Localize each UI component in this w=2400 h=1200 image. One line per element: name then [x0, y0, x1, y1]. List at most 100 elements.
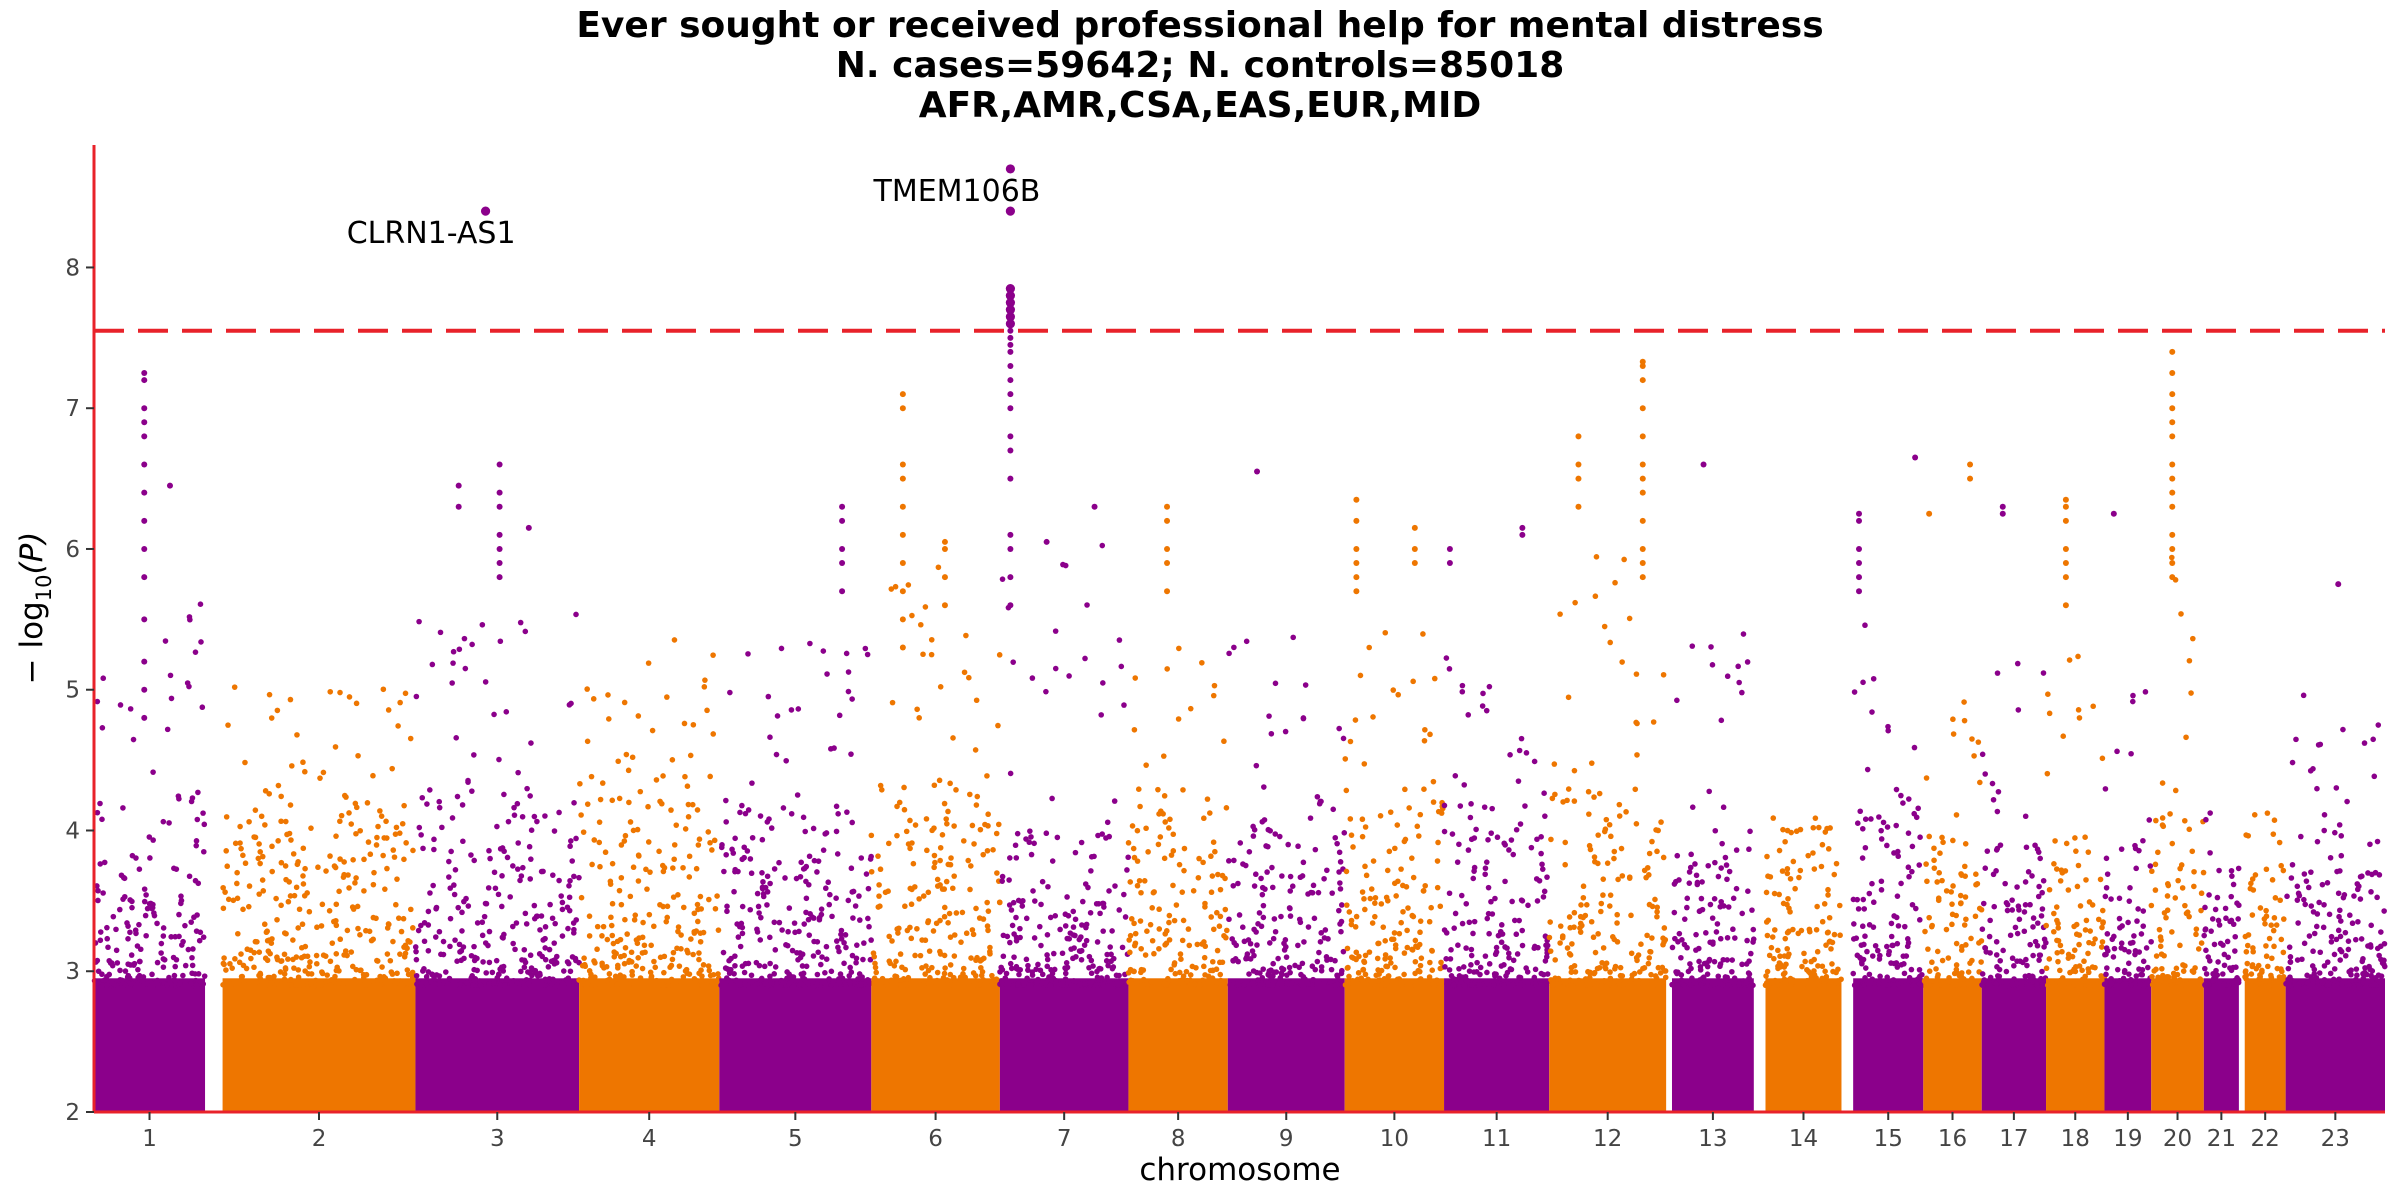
snp-point: [1203, 981, 1210, 988]
snp-point: [1038, 942, 1044, 949]
snp-point: [1390, 687, 1397, 693]
snp-point: [1669, 944, 1676, 951]
snp-point: [614, 981, 620, 988]
snp-point: [160, 933, 167, 939]
snp-point: [1025, 962, 1031, 969]
snp-point: [924, 847, 930, 854]
peak-point: [1005, 164, 1016, 174]
snp-point: [1788, 829, 1794, 836]
snp-point: [2009, 955, 2016, 962]
snp-point: [1783, 961, 1789, 968]
snp-point: [452, 937, 458, 943]
snp-point: [2214, 894, 2221, 901]
snp-point: [1385, 897, 1391, 904]
snp-point: [1660, 671, 1667, 678]
snp-point: [1441, 828, 1448, 835]
snp-point: [1828, 946, 1834, 952]
snp-point: [2039, 968, 2045, 975]
snp-point: [934, 883, 941, 889]
snp-point: [525, 980, 532, 987]
snp-point: [186, 873, 193, 880]
snp-point: [333, 901, 340, 908]
snp-point: [591, 958, 597, 964]
snp-point: [782, 875, 788, 881]
peak-point: [1007, 348, 1014, 355]
snp-point: [1272, 831, 1279, 837]
snp-point: [2076, 715, 2083, 721]
snp-point: [1290, 634, 1297, 641]
snp-point: [686, 874, 693, 880]
snp-point: [1420, 631, 1426, 637]
snp-point: [528, 740, 534, 746]
snp-point: [1724, 957, 1731, 963]
peak-point: [1007, 405, 1014, 412]
peak-point: [1519, 531, 1526, 538]
peak-point: [839, 588, 846, 595]
snp-point: [141, 886, 148, 892]
snp-point: [894, 926, 900, 932]
snp-point: [1852, 982, 1858, 989]
peak-point: [2169, 405, 2176, 412]
snp-point: [2340, 894, 2347, 901]
snp-point: [645, 803, 651, 810]
snp-point: [193, 838, 200, 844]
snp-point: [1052, 913, 1059, 919]
snp-point: [823, 956, 830, 962]
snp-point: [848, 865, 855, 872]
snp-point: [437, 629, 444, 636]
snp-point: [522, 910, 529, 917]
snp-point: [2104, 931, 2111, 937]
snp-point: [1559, 934, 1566, 941]
snp-point: [119, 977, 125, 984]
snp-point: [1000, 932, 1007, 939]
snp-point: [1697, 908, 1703, 914]
snp-point: [393, 901, 399, 908]
snp-point: [1649, 838, 1655, 845]
snp-point: [1814, 948, 1821, 955]
snp-point: [180, 938, 186, 945]
snp-point: [680, 974, 687, 980]
snp-point: [617, 953, 624, 960]
snp-point: [332, 973, 338, 980]
snp-point: [1072, 849, 1079, 856]
snp-point: [1888, 933, 1895, 940]
snp-point: [2108, 896, 2114, 902]
snp-point: [534, 973, 541, 979]
snp-point: [1994, 808, 2001, 815]
snp-point: [1862, 844, 1869, 851]
snp-point: [1003, 970, 1010, 977]
snp-point: [538, 913, 545, 919]
x-tick-label: 6: [928, 1126, 943, 1152]
snp-point: [1052, 665, 1059, 672]
snp-point: [1687, 864, 1694, 871]
x-tick-label: 14: [1789, 1126, 1818, 1152]
snp-point: [576, 874, 582, 881]
snp-point: [623, 751, 630, 758]
snp-point: [1210, 839, 1217, 845]
snp-point: [2143, 945, 2150, 951]
snp-point: [1991, 903, 1998, 910]
snp-point: [2328, 933, 2335, 940]
snp-point: [1492, 951, 1499, 958]
snp-point: [1032, 898, 1038, 904]
snp-point: [323, 978, 330, 984]
snp-point: [1518, 735, 1525, 742]
peak-point: [141, 686, 148, 693]
snp-point: [1720, 956, 1727, 963]
snp-point: [1811, 956, 1818, 963]
snp-point: [252, 938, 259, 945]
snp-point: [2354, 972, 2360, 979]
snp-point: [2299, 956, 2305, 963]
snp-point: [1722, 854, 1729, 861]
snp-point: [1239, 924, 1246, 930]
snp-point: [1649, 935, 1655, 941]
snp-point: [608, 981, 615, 988]
snp-point: [2010, 982, 2017, 989]
snp-point: [985, 927, 991, 934]
x-tick-label: 2: [312, 1126, 327, 1152]
snp-point: [308, 971, 315, 977]
snp-point: [110, 981, 117, 987]
snp-point: [374, 834, 380, 841]
snp-point: [757, 813, 764, 819]
snp-point: [788, 810, 795, 817]
